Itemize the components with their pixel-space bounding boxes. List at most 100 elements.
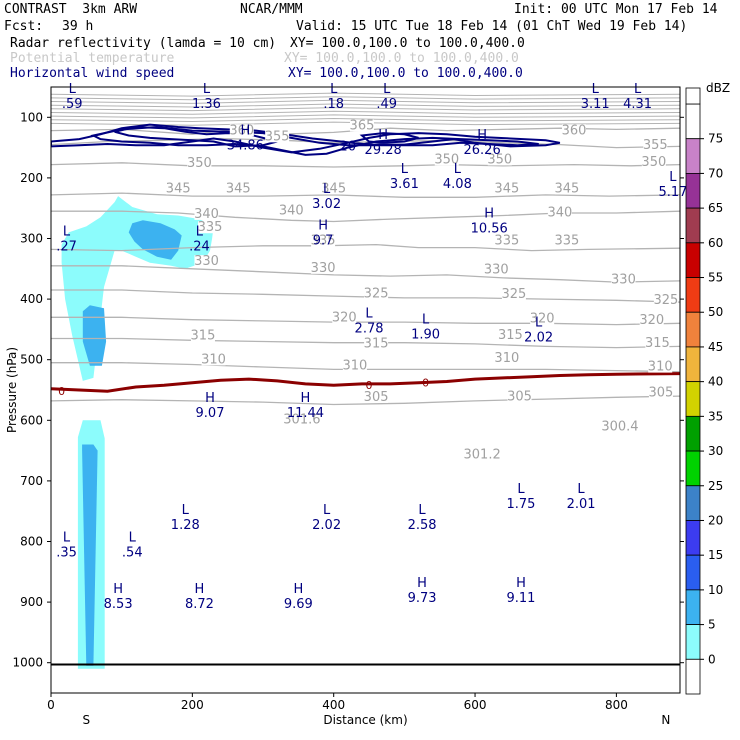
theta-label: 360 — [562, 123, 587, 138]
theta-label-bg — [498, 329, 523, 342]
extremum-marker: H — [378, 128, 388, 143]
field-theta: Potential temperature — [10, 51, 175, 66]
theta-label-bg — [653, 293, 678, 306]
y-tick-label: 800 — [20, 535, 43, 549]
valid-time: Valid: 15 UTC Tue 18 Feb 14 (01 ChT Wed … — [296, 19, 688, 34]
theta-label-bg — [194, 207, 219, 220]
theta-label: 345 — [226, 181, 251, 196]
extremum-marker: L — [634, 82, 642, 97]
extremum-value: 8.53 — [104, 597, 133, 612]
field-theta-xy: XY= 100.0,100.0 to 100.0,400.0 — [284, 51, 519, 66]
extremum-marker: L — [418, 503, 426, 518]
theta-label: 315 — [364, 337, 389, 352]
y-axis-label: Pressure (hPa) — [5, 347, 19, 433]
zero-contour-label: 0 — [366, 379, 373, 392]
extremum-value: 1.90 — [411, 327, 440, 342]
reflectivity-area-10b — [82, 305, 107, 366]
colorbar-swatch — [685, 485, 701, 521]
extremum-marker: H — [318, 218, 328, 233]
colorbar-swatch — [685, 624, 701, 660]
theta-label-bg — [364, 287, 389, 300]
theta-label: 330 — [311, 261, 336, 276]
organization: NCAR/MMM — [240, 2, 303, 17]
theta-label-bg — [226, 182, 251, 195]
theta-label: 320 — [530, 312, 555, 327]
x-axis-label: Distance (km) — [323, 713, 407, 727]
theta-label-bg — [547, 206, 572, 219]
theta-label-bg — [349, 119, 374, 132]
extremum-marker: L — [323, 182, 331, 197]
y-tick-label: 300 — [20, 232, 43, 246]
extremum-marker: H — [484, 206, 494, 221]
extremum-marker: H — [301, 391, 311, 406]
plot-frame — [50, 86, 681, 694]
theta-label: 345 — [555, 181, 580, 196]
extremum-value: .27 — [56, 239, 77, 254]
theta-label: 301.6 — [283, 412, 320, 427]
colorbar-swatch — [685, 554, 701, 591]
extremum-value: 1.36 — [192, 97, 221, 112]
zero-contour-label: 0 — [422, 377, 429, 390]
extremum-value: 2.78 — [355, 321, 384, 336]
theta-stratosphere-line — [51, 110, 680, 115]
colorbar-unit: dBZ — [706, 81, 730, 95]
theta-label-bg — [364, 390, 389, 403]
x-tick-label: 400 — [322, 698, 345, 712]
extremum-value: 2.58 — [408, 518, 437, 533]
extremum-marker: L — [517, 482, 525, 497]
theta-label: 335 — [311, 234, 336, 249]
theta-label-bg — [494, 352, 519, 365]
extremum-marker: H — [477, 128, 487, 143]
theta-label-bg — [311, 234, 336, 247]
theta-label-bg — [279, 204, 304, 217]
theta-label-bg — [201, 353, 226, 366]
field-wind-xy: XY= 100.0,100.0 to 100.0,400.0 — [288, 66, 523, 81]
extremum-marker: H — [293, 582, 303, 597]
extremum-value: 29.28 — [365, 143, 402, 158]
colorbar-swatch — [685, 138, 701, 174]
extremum-value: 9.11 — [507, 591, 536, 606]
theta-label-bg — [648, 360, 673, 373]
field-reflectivity-xy: XY= 100.0,100.0 to 100.0,400.0 — [290, 36, 525, 51]
x-tick-label: 0 — [47, 698, 55, 712]
y-tick-label: 200 — [20, 171, 43, 185]
theta-label: 310 — [342, 358, 367, 373]
colorbar-swatch — [685, 415, 701, 452]
extremum-value: 4.08 — [443, 177, 472, 192]
theta-label: 330 — [484, 263, 509, 278]
extremum-value: 9.73 — [408, 591, 437, 606]
extremum-marker: L — [669, 170, 677, 185]
colorbar-swatch — [685, 242, 701, 278]
colorbar-level-label: 65 — [708, 201, 723, 215]
theta-label: 365 — [350, 118, 375, 133]
zero-contour-label: 0 — [58, 385, 65, 398]
theta-label: 345 — [494, 181, 519, 196]
forecast-hours: 39 h — [62, 19, 94, 34]
plot-layers — [51, 92, 680, 669]
extremum-value: .49 — [376, 97, 397, 112]
theta-label: 330 — [194, 254, 219, 269]
extremum-value: 8.72 — [185, 597, 214, 612]
x-tick-label: 200 — [181, 698, 204, 712]
theta-label: 335 — [494, 234, 519, 249]
theta-label: 345 — [321, 181, 346, 196]
theta-label: 355 — [265, 129, 290, 144]
theta-label: 325 — [364, 286, 389, 301]
extremum-marker: L — [63, 531, 71, 546]
extremum-value: 9.69 — [284, 597, 313, 612]
extremum-value: 11.44 — [287, 406, 324, 421]
theta-label: 305 — [507, 389, 532, 404]
y-tick-label: 100 — [20, 110, 43, 124]
theta-label-bg — [342, 359, 367, 372]
colorbar-swatch — [685, 381, 701, 417]
extremum-marker: H — [516, 576, 526, 591]
y-tick-label: 700 — [20, 474, 43, 488]
extremum-marker: L — [365, 306, 373, 321]
extremum-marker: H — [240, 123, 250, 138]
theta-label: 315 — [191, 329, 216, 344]
extremum-marker: L — [129, 531, 137, 546]
theta-label-bg — [611, 273, 636, 286]
theta-label: 350 — [641, 155, 666, 170]
theta-contour-330 — [51, 265, 680, 283]
extremum-marker: L — [592, 82, 600, 97]
